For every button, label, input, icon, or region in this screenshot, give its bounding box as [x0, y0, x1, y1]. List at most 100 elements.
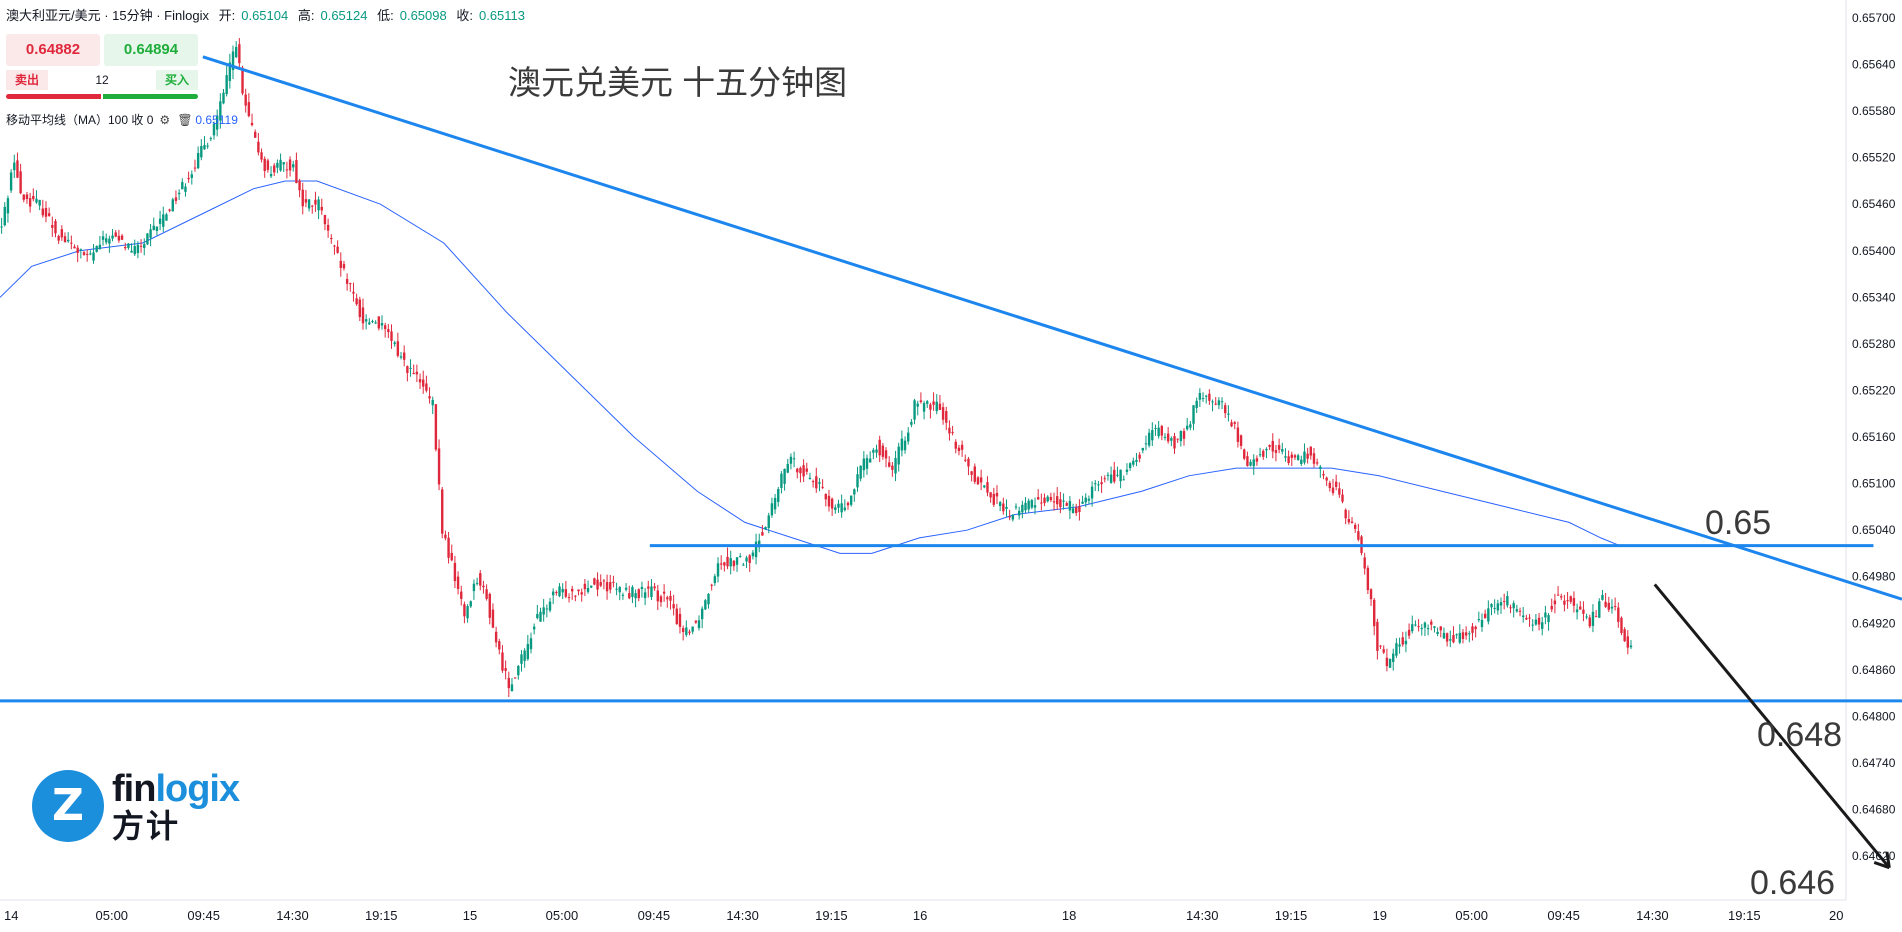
candle: [447, 531, 450, 564]
candle: [1569, 595, 1572, 604]
candle: [1328, 480, 1332, 492]
time-tick-label: 09:45: [1547, 908, 1580, 923]
candle: [1040, 493, 1043, 511]
candle: [1059, 492, 1062, 514]
candle: [298, 178, 301, 198]
candle: [1537, 612, 1541, 631]
candle: [1049, 492, 1053, 503]
candle: [279, 153, 282, 172]
candle: [1144, 435, 1148, 451]
candle: [1246, 451, 1249, 467]
candle: [139, 239, 143, 253]
candle: [295, 152, 298, 184]
candle: [60, 225, 64, 241]
candle: [114, 230, 117, 238]
candle: [260, 148, 263, 163]
chart-grid: [0, 0, 1847, 901]
candle: [1281, 442, 1284, 455]
candle: [1303, 443, 1306, 465]
candle: [206, 142, 209, 149]
candle: [1005, 499, 1008, 517]
projection-arrow: [1653, 583, 1891, 869]
candle: [621, 592, 625, 600]
candle: [396, 332, 400, 358]
candle: [399, 352, 403, 360]
candle: [551, 588, 555, 605]
candle: [1579, 601, 1582, 610]
time-tick-label: 18: [1062, 908, 1076, 923]
candle: [234, 41, 238, 59]
chart-title: 澳元兑美元 十五分钟图: [508, 64, 848, 101]
time-tick-label: 15: [463, 908, 477, 923]
buy-button[interactable]: 买入: [156, 70, 198, 90]
trash-icon[interactable]: 🗑: [177, 112, 193, 127]
buy-price[interactable]: 0.64894: [104, 34, 198, 66]
candle: [200, 139, 203, 161]
candle: [70, 235, 73, 250]
candle: [1024, 497, 1027, 514]
candle: [713, 573, 717, 586]
candle: [1192, 405, 1195, 431]
candle: [834, 504, 837, 514]
candle: [1610, 599, 1614, 614]
candle: [1353, 522, 1357, 533]
candle: [1433, 626, 1436, 633]
sell-price[interactable]: 0.64882: [6, 34, 100, 66]
candle: [273, 163, 276, 177]
candle: [948, 420, 951, 441]
time-tick-label: 09:45: [638, 908, 671, 923]
candle: [1113, 461, 1116, 484]
candle: [710, 583, 713, 591]
candle: [1325, 476, 1328, 487]
candle: [735, 556, 739, 572]
candle: [111, 229, 114, 242]
gear-icon[interactable]: ⚙: [159, 112, 171, 127]
candle: [32, 188, 35, 202]
candle: [450, 544, 453, 562]
candle: [583, 579, 587, 596]
candle: [1591, 604, 1595, 633]
candle: [539, 607, 542, 622]
candle: [574, 595, 577, 602]
candle: [624, 583, 628, 592]
price-tick-label: 0.65640: [1852, 58, 1896, 72]
candle: [165, 212, 168, 221]
low-value: 0.65098: [399, 8, 447, 23]
candle: [853, 488, 856, 502]
candle: [561, 583, 564, 600]
candle: [1160, 424, 1164, 441]
candle: [970, 470, 973, 482]
candle: [1043, 493, 1046, 507]
candle: [276, 159, 279, 174]
candle: [168, 208, 171, 213]
candle: [1401, 631, 1404, 647]
candle: [739, 553, 742, 558]
candle: [1515, 604, 1519, 613]
candle: [1014, 503, 1018, 510]
close-value: 0.65113: [478, 8, 526, 23]
candle: [590, 585, 593, 589]
price-tick-label: 0.64980: [1852, 570, 1896, 584]
price-tick-label: 0.65580: [1852, 104, 1896, 118]
candle: [1582, 601, 1585, 622]
candle: [1122, 475, 1125, 481]
candle: [830, 497, 834, 516]
price-tick-label: 0.64680: [1852, 803, 1896, 817]
candle: [634, 589, 637, 608]
candle: [859, 465, 862, 482]
candle: [615, 582, 618, 596]
candle: [428, 387, 431, 404]
quantity-field[interactable]: 12: [95, 73, 109, 87]
candle: [694, 620, 698, 624]
candle: [184, 183, 187, 197]
candle: [1623, 627, 1626, 643]
arrow-head: [1885, 851, 1891, 868]
candle: [542, 598, 545, 622]
sell-button[interactable]: 卖出: [6, 70, 48, 90]
candle: [1480, 613, 1484, 632]
candle: [146, 232, 149, 246]
candle: [158, 210, 162, 231]
candle: [1541, 616, 1544, 636]
candle: [517, 664, 520, 680]
